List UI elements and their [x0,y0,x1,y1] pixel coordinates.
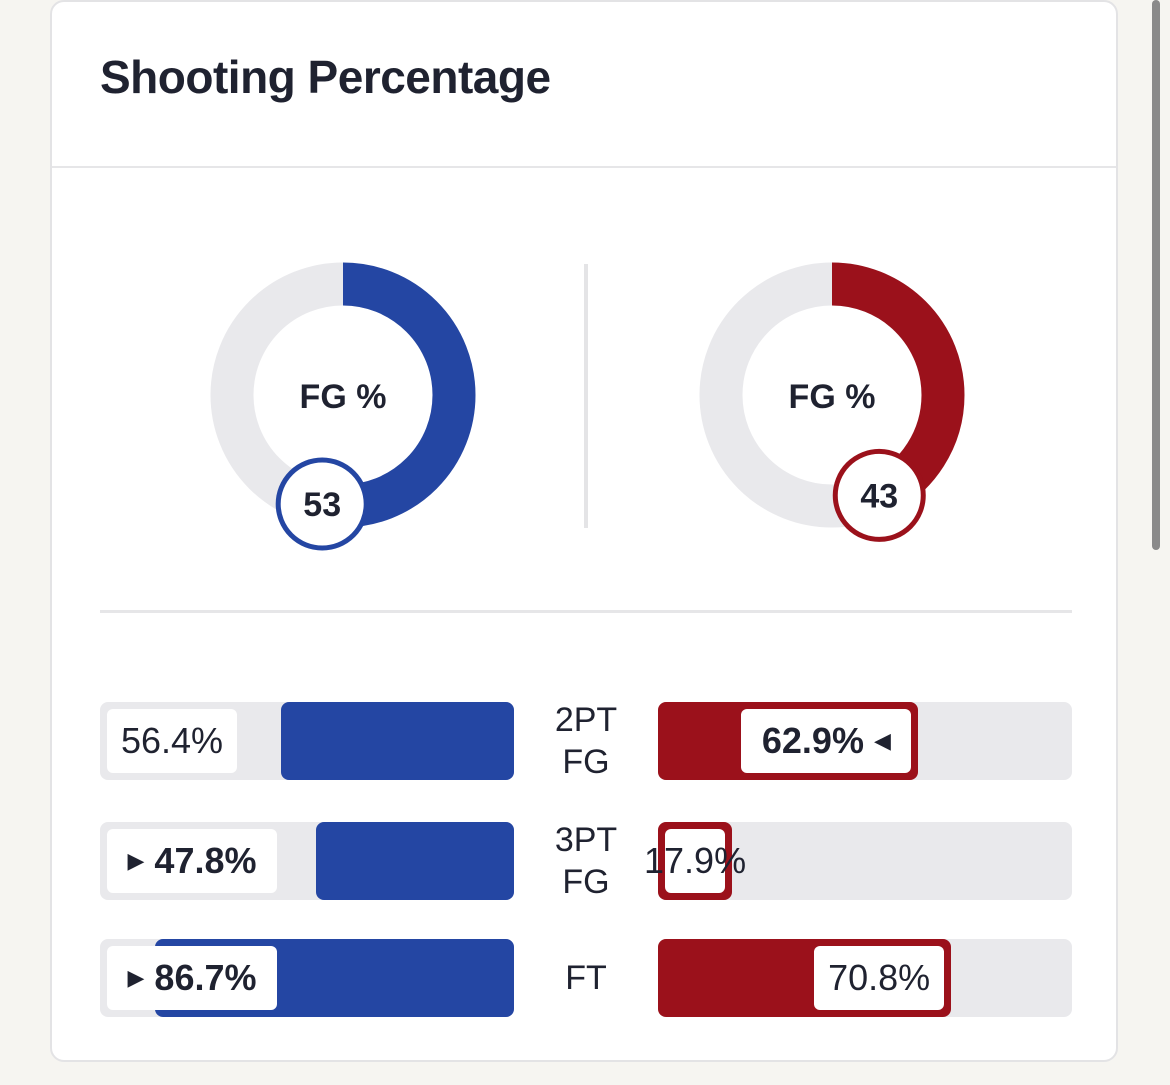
team-a-3pt-fg-track: ▶ 47.8% [100,822,514,900]
team-b-ft-track: 70.8% [658,939,1072,1017]
card-header: Shooting Percentage [52,2,1116,168]
stat-label-ft: FT [516,957,656,999]
team-b-3pt-fg-value: 17.9% [644,829,746,893]
team-b-3pt-fg-track: 17.9% [644,822,1072,900]
team-a-3pt-fg-value: ▶ 47.8% [107,829,277,893]
leader-arrow-icon: ▶ [127,965,145,990]
stat-label-3pt-fg: 3PT FG [516,819,656,903]
team-a-fg-label: FG % [299,378,387,416]
team-a-fg-donut-chart: 53 [210,262,476,551]
team-divider [584,264,588,528]
team-a-fg-donut: 53 FG % [208,260,478,551]
leader-arrow-icon: ◀ [873,728,891,753]
value-label: 62.9% [761,720,864,761]
team-a-ft-bar: ▶ 86.7% [107,939,514,1017]
donut-value-arc [699,262,965,528]
stat-label-line: FT [565,959,607,997]
team-b-ft-bar: 70.8% [658,939,952,1017]
donut-value-text: 43 [860,477,898,515]
team-b-2pt-fg-bar: 62.9% ◀ [658,702,919,780]
value-label: 17.9% [644,840,747,881]
stat-label-2pt-fg: 2PT FG [516,699,656,783]
section-divider [100,610,1072,613]
value-label: 86.7% [154,957,257,998]
team-b-2pt-fg-value: 62.9% ◀ [741,709,912,773]
fg-donut-section: 53 FG % 43 FG % [52,168,1116,612]
team-a-3pt-fg-bar: ▶ 47.8% [107,822,514,900]
donut-value-badge [832,448,926,542]
team-b-fg-label: FG % [788,378,876,416]
team-b-2pt-fg-track: 62.9% ◀ [658,702,1072,780]
leader-arrow-icon: ▶ [127,848,145,873]
team-a-2pt-fg-track: 56.4% [100,702,514,780]
stat-label-line: 3PT [554,821,618,859]
team-b-3pt-fg-bar: 17.9% [644,822,746,900]
donut-value-badge [275,457,369,551]
card-title: Shooting Percentage [100,51,551,103]
team-a-ft-value: ▶ 86.7% [107,946,277,1010]
team-a-2pt-fg-value: 56.4% [107,709,237,773]
value-label: 56.4% [120,720,224,761]
team-a-ft-track: ▶ 86.7% [100,939,514,1017]
team-a-2pt-fg-bar: 56.4% [107,702,514,780]
stat-label-line: FG [562,743,610,781]
value-label: 70.8% [828,957,931,998]
team-b-fg-donut-chart: 43 [699,262,965,542]
stat-label-line: 2PT [554,701,618,739]
scrollbar[interactable] [1152,0,1160,550]
team-b-fg-donut: 43 FG % [697,260,967,542]
donut-value-text: 53 [303,486,341,524]
team-b-ft-value: 70.8% [814,946,945,1010]
shooting-percentage-card: Shooting Percentage 53 FG % 43 FG % 56.4… [50,0,1118,1062]
value-label: 47.8% [154,840,257,881]
stat-label-line: FG [562,863,610,901]
